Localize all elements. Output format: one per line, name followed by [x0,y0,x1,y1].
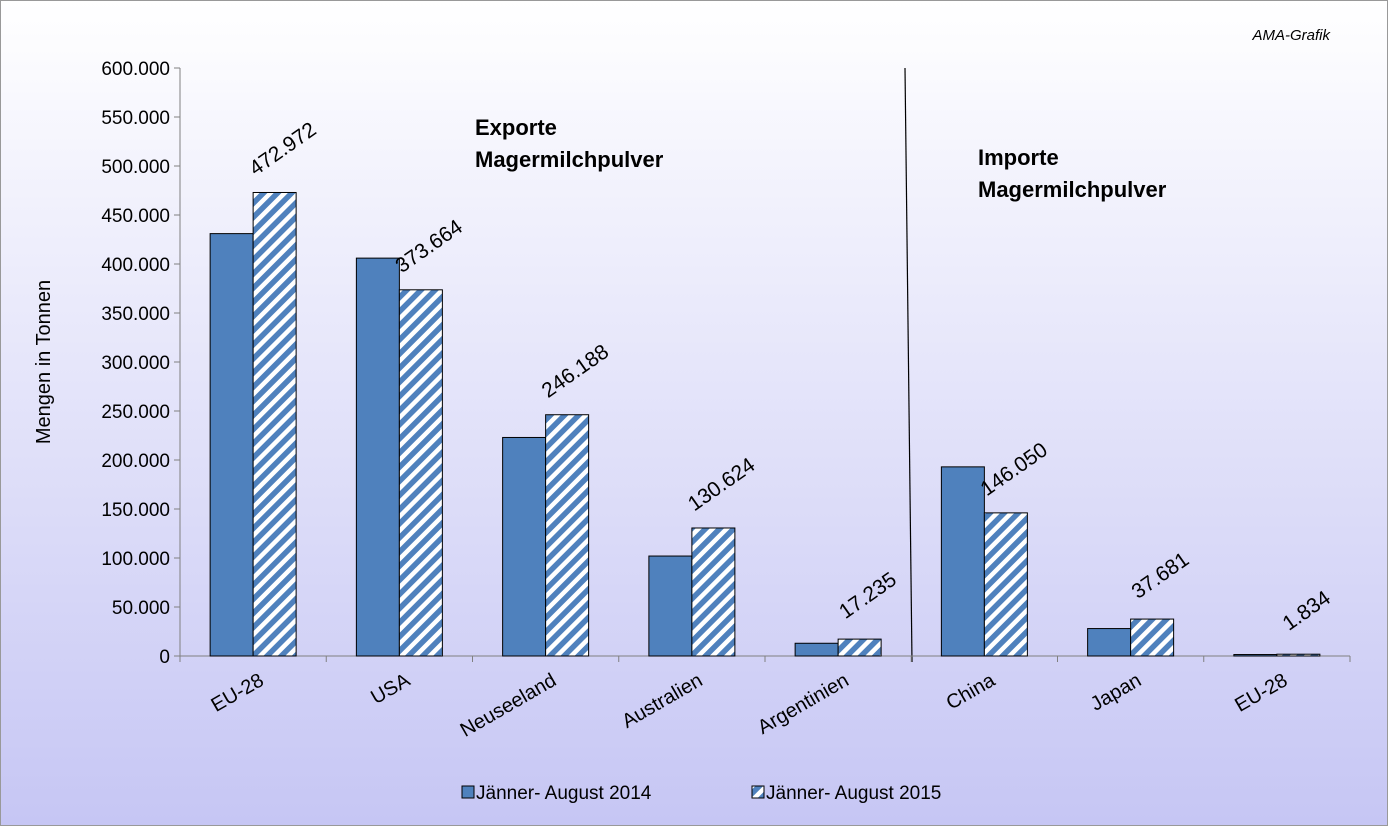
legend-swatch [751,785,765,799]
annotations: Exporte Magermilchpulver Importe Magermilch… [475,115,1167,202]
legend-label: Jänner- August 2014 [476,783,652,804]
bar [648,555,693,657]
y-tick-label: 250.000 [101,402,170,423]
bar [1130,618,1175,657]
y-tick-label: 150.000 [101,500,170,521]
y-tick-label: 200.000 [101,451,170,472]
bar [837,638,882,657]
y-tick-label: 50.000 [112,598,170,619]
bar [983,512,1028,657]
legend-label: Jänner- August 2015 [766,783,941,804]
annotation: Importe Magermilchpulver [978,145,1167,202]
bar [1087,628,1132,657]
bar [355,257,400,657]
bar [209,233,254,657]
y-tick-label: 450.000 [101,206,170,227]
y-tick-label: 100.000 [101,549,170,570]
divider [904,67,913,663]
y-tick-label: 550.000 [101,108,170,129]
y-axis-label: Mengen in Tonnen [33,280,55,444]
bar [1276,653,1321,657]
y-tick-label: 400.000 [101,255,170,276]
bar [502,436,547,657]
y-tick-label: 350.000 [101,304,170,325]
bar [1233,654,1278,657]
bar [398,289,443,657]
bar [691,527,736,657]
bar [940,466,985,657]
y-tick-label: 600.000 [101,59,170,80]
credit: AMA-Grafik [1251,27,1331,44]
bar [252,191,297,657]
bar [794,642,839,657]
legend-swatch [461,785,475,799]
y-tick-label: 300.000 [101,353,170,374]
annotation: Exporte Magermilchpulver [475,115,664,172]
y-tick-label: 500.000 [101,157,170,178]
bar [545,414,590,657]
y-tick-label: 0 [159,647,170,668]
